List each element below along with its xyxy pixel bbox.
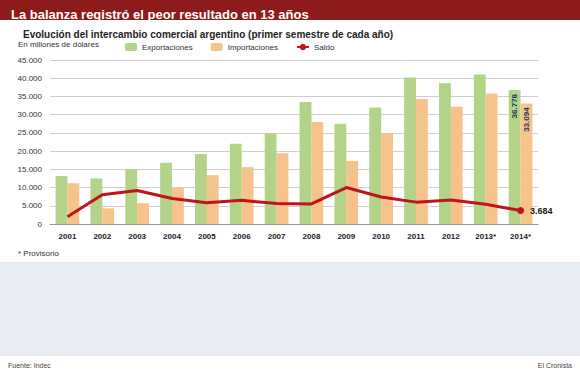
svg-text:Importaciones: Importaciones: [228, 43, 278, 52]
svg-text:2010: 2010: [372, 232, 390, 241]
svg-text:Evolución del intercambio come: Evolución del intercambio comercial arge…: [23, 29, 393, 40]
svg-text:30.000: 30.000: [18, 110, 43, 119]
svg-text:25.000: 25.000: [18, 128, 43, 137]
svg-text:Exportaciones: Exportaciones: [142, 43, 193, 52]
svg-text:33.094: 33.094: [522, 107, 531, 132]
svg-text:45.000: 45.000: [18, 56, 43, 65]
svg-text:10.000: 10.000: [18, 183, 43, 192]
svg-text:2014*: 2014*: [510, 232, 532, 241]
svg-text:* Provisorio: * Provisorio: [18, 249, 59, 258]
svg-text:5.000: 5.000: [22, 201, 43, 210]
svg-text:Fuente: Indec: Fuente: Indec: [8, 362, 51, 369]
svg-text:2006: 2006: [233, 232, 251, 241]
svg-text:40.000: 40.000: [18, 74, 43, 83]
svg-text:20.000: 20.000: [18, 147, 43, 156]
svg-text:35.000: 35.000: [18, 92, 43, 101]
svg-text:2005: 2005: [198, 232, 216, 241]
svg-text:3.684: 3.684: [530, 206, 553, 216]
svg-text:2003: 2003: [128, 232, 146, 241]
svg-text:2004: 2004: [163, 232, 181, 241]
svg-text:La balanza registró el peor re: La balanza registró el peor resultado en…: [11, 7, 309, 22]
svg-text:2002: 2002: [93, 232, 111, 241]
svg-text:2001: 2001: [59, 232, 77, 241]
svg-text:0: 0: [38, 220, 43, 229]
svg-text:Saldo: Saldo: [314, 43, 335, 52]
svg-text:En millones de dólares: En millones de dólares: [18, 40, 99, 49]
svg-text:2011: 2011: [407, 232, 425, 241]
svg-text:2013*: 2013*: [475, 232, 497, 241]
svg-text:El Cronista: El Cronista: [538, 362, 572, 369]
svg-text:15.000: 15.000: [18, 165, 43, 174]
svg-text:2008: 2008: [303, 232, 321, 241]
svg-text:36.778: 36.778: [510, 93, 519, 118]
svg-text:2007: 2007: [268, 232, 286, 241]
svg-text:2012: 2012: [442, 232, 460, 241]
svg-text:2009: 2009: [337, 232, 355, 241]
